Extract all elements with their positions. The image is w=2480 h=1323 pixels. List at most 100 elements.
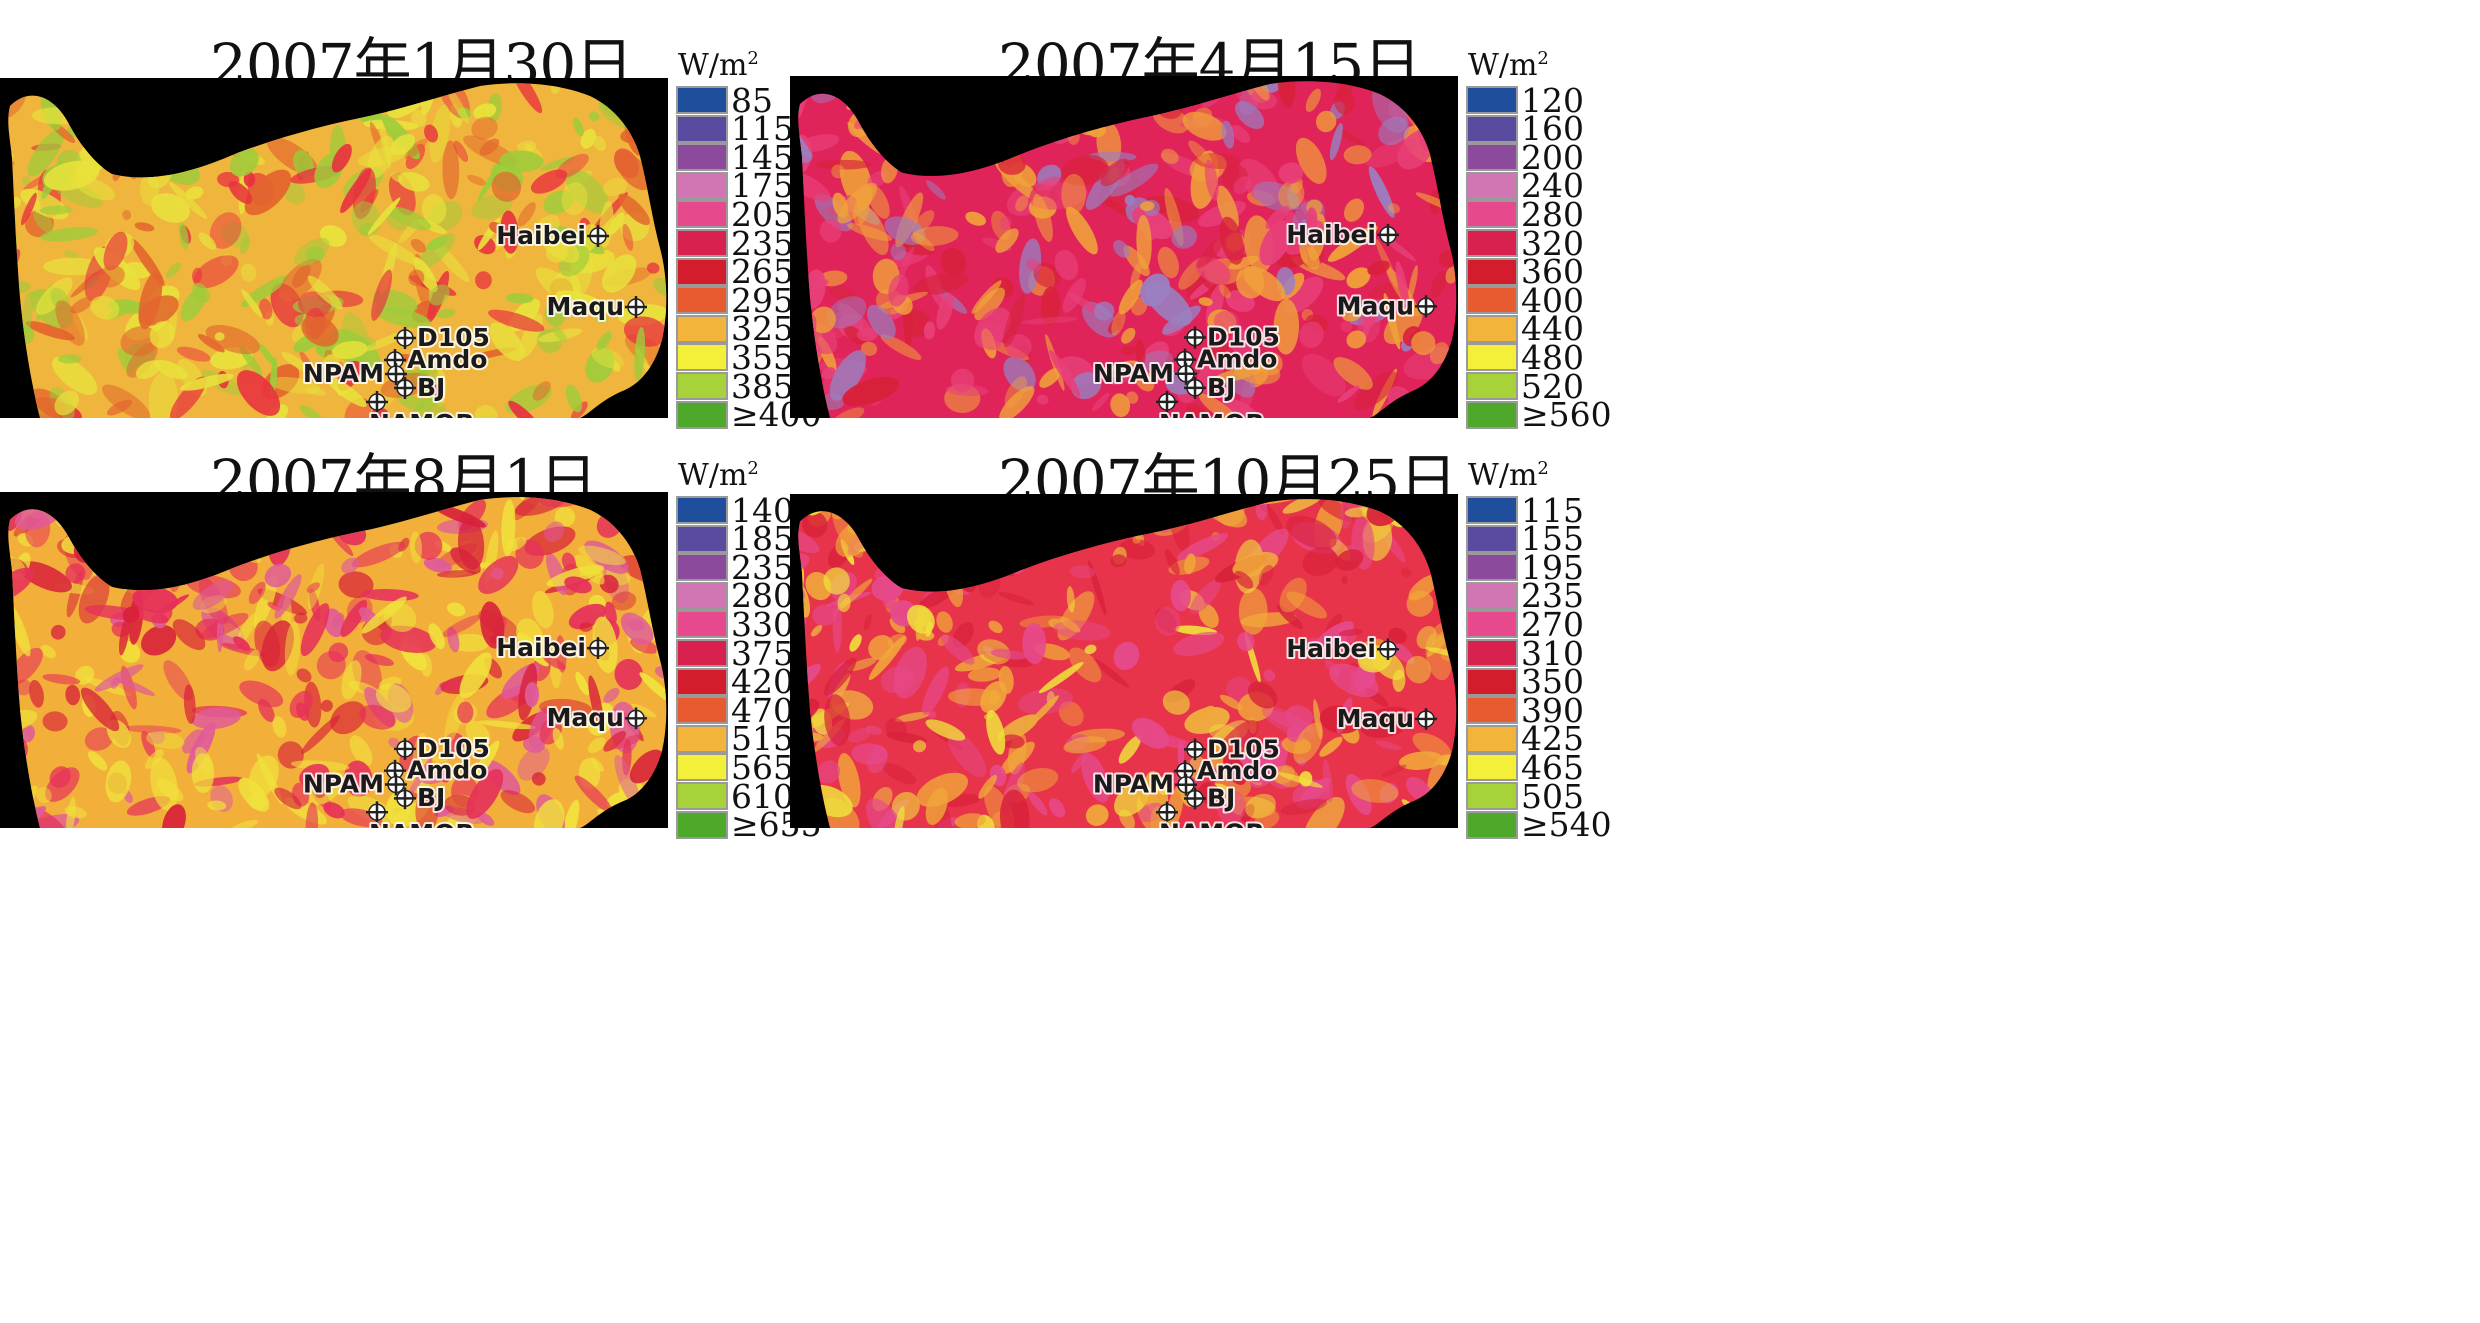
legend-swatch: [676, 114, 728, 143]
site-label: BJ: [1207, 784, 1235, 813]
legend-item: 235: [676, 223, 794, 263]
legend-label: 205: [731, 194, 794, 234]
legend-label: 565: [731, 747, 794, 787]
site-label: D105: [1207, 734, 1280, 763]
site-label: NAMOR: [1159, 819, 1265, 828]
legend-label: 85: [731, 80, 773, 120]
site-label: Amdo: [407, 345, 487, 374]
legend-item: 310: [1466, 633, 1584, 673]
legend-item: 235: [676, 547, 794, 587]
svg-text:NAMOR: NAMOR: [369, 819, 475, 828]
legend-item: 610: [676, 776, 794, 816]
svg-text:Maqu: Maqu: [1337, 291, 1414, 320]
legend-item: 400: [1466, 280, 1584, 320]
legend-unit: W/m2: [1468, 458, 1549, 493]
legend-item: 420: [676, 662, 794, 702]
legend-label: 270: [1521, 604, 1584, 644]
legend-item: ≥540: [1466, 805, 1612, 845]
legend-label: 200: [1521, 137, 1584, 177]
svg-text:Amdo: Amdo: [1197, 756, 1277, 785]
legend-item: 240: [1466, 166, 1584, 206]
svg-text:Amdo: Amdo: [407, 345, 487, 374]
legend-swatch: [1466, 724, 1518, 753]
legend-swatch: [1466, 257, 1518, 286]
legend-item: 115: [1466, 490, 1584, 530]
legend-item: 175: [676, 166, 794, 206]
legend-item: 390: [1466, 690, 1584, 730]
site-label: Haibei: [496, 633, 586, 662]
legend-swatch: [1466, 810, 1518, 839]
legend-swatch: [1466, 667, 1518, 696]
legend-swatch: [676, 667, 728, 696]
legend-item: 425: [1466, 719, 1584, 759]
legend-swatch: [1466, 86, 1518, 114]
legend-swatch: [676, 343, 728, 372]
legend-label: 320: [1521, 223, 1584, 263]
legend-swatch: [1466, 229, 1518, 257]
svg-text:BJ: BJ: [417, 783, 445, 812]
legend-item: 350: [1466, 662, 1584, 702]
site-label: Haibei: [1286, 634, 1376, 663]
legend-item: 235: [1466, 576, 1584, 616]
svg-text:BJ: BJ: [1207, 373, 1235, 402]
legend-item: 270: [1466, 604, 1584, 644]
site-marker: NAMORNAMOR: [366, 801, 477, 828]
legend-item: 280: [1466, 194, 1584, 234]
legend-swatch: [676, 782, 728, 810]
legend-item: 120: [1466, 80, 1584, 120]
svg-text:NAMOR: NAMOR: [1159, 409, 1265, 418]
legend-label: 160: [1521, 109, 1584, 149]
site-label: Haibei: [1286, 220, 1376, 249]
svg-text:D105: D105: [417, 734, 490, 763]
legend-label: ≥540: [1521, 805, 1612, 845]
legend-label: 240: [1521, 166, 1584, 206]
site-label: D105: [1207, 323, 1280, 352]
site-label: NPAM: [1093, 770, 1174, 799]
site-label: NPAM: [303, 359, 384, 388]
legend-swatch: [676, 400, 728, 429]
site-label: Maqu: [547, 703, 624, 732]
legend-item: 375: [676, 633, 794, 673]
legend-item: 470: [676, 690, 794, 730]
site-label: D105: [417, 323, 490, 352]
svg-text:Maqu: Maqu: [1337, 704, 1414, 733]
svg-text:NAMOR: NAMOR: [369, 409, 475, 418]
legend-swatch: [1466, 114, 1518, 143]
legend-swatch: [676, 171, 728, 200]
plateau-radiation-map: Haibei Haibei Maqu Maqu D105 D105 Amdo Amdo NPAM…: [790, 76, 1458, 418]
legend-swatch: [1466, 171, 1518, 200]
legend-item: 145: [676, 137, 794, 177]
legend-swatch: [1466, 200, 1518, 229]
legend-label: 235: [1521, 576, 1584, 616]
legend-label: 420: [731, 662, 794, 702]
legend-label: 265: [731, 252, 794, 292]
legend-item: 295: [676, 280, 794, 320]
legend-swatch: [1466, 753, 1518, 782]
site-label: Maqu: [1337, 704, 1414, 733]
legend-label: 295: [731, 280, 794, 320]
legend-item: 85: [676, 80, 773, 120]
svg-text:BJ: BJ: [1207, 784, 1235, 813]
legend-item: 505: [1466, 776, 1584, 816]
svg-text:D105: D105: [1207, 734, 1280, 763]
legend-swatch: [676, 753, 728, 782]
legend-item: 205: [676, 194, 794, 234]
legend-swatch: [1466, 524, 1518, 553]
legend-label: 140: [731, 490, 794, 530]
legend-label: 440: [1521, 309, 1584, 349]
plateau-radiation-map: Haibei Haibei Maqu Maqu D105 D105 Amdo Amdo NPAM…: [0, 78, 668, 418]
legend-swatch: [676, 610, 728, 639]
legend-swatch: [676, 200, 728, 229]
legend-swatch: [1466, 496, 1518, 524]
